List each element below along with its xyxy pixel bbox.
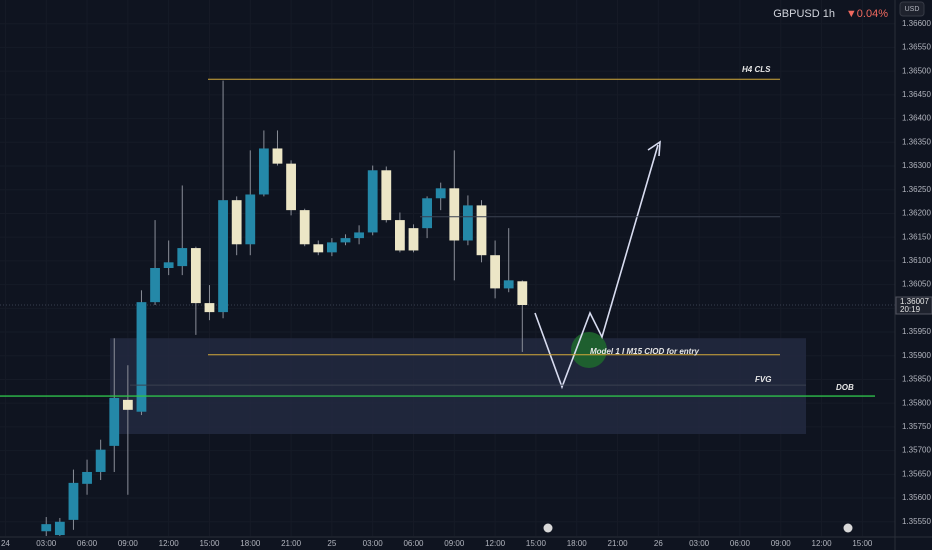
x-tick-label: 15:00 (526, 539, 547, 548)
candle-body (517, 281, 528, 305)
y-tick-label: 1.36350 (902, 137, 931, 146)
level-label: DOB (836, 383, 854, 392)
candle-body (258, 148, 269, 195)
y-tick-label: 1.36600 (902, 19, 931, 28)
candle-body (299, 210, 310, 245)
event-icon[interactable] (843, 523, 853, 533)
candle-body (272, 148, 283, 164)
x-tick-label: 12:00 (159, 539, 180, 548)
x-tick-label: 21:00 (281, 539, 302, 548)
candle-body (68, 482, 79, 520)
x-tick-label: 24 (1, 539, 10, 548)
y-tick-label: 1.35750 (902, 422, 931, 431)
candle-body (204, 303, 215, 313)
candle-body (435, 188, 446, 199)
candle-body (122, 399, 133, 410)
candle-body (136, 302, 147, 412)
candle-body (286, 163, 296, 211)
candle-body (190, 248, 201, 304)
candle-body (490, 255, 501, 289)
candle-body (177, 248, 188, 267)
candle-body (109, 397, 120, 446)
x-tick-label: 26 (654, 539, 663, 548)
y-tick-label: 1.36150 (902, 232, 931, 241)
y-tick-label: 1.36200 (902, 209, 931, 218)
candle-body (340, 238, 351, 243)
y-tick-label: 1.35550 (902, 517, 931, 526)
y-tick-label: 1.36050 (902, 280, 931, 289)
currency[interactable]: USD (905, 6, 920, 13)
candle-body (381, 170, 392, 221)
level-label: Model 1 I M15 CIOD for entry (590, 347, 699, 356)
y-tick-label: 1.35850 (902, 375, 931, 384)
candle-body (463, 205, 473, 241)
candle-body (408, 228, 419, 251)
fvg-zone (110, 338, 806, 435)
x-tick-label: 18:00 (240, 539, 261, 548)
y-tick-label: 1.36500 (902, 66, 931, 75)
y-tick-label: 1.35600 (902, 493, 931, 502)
x-tick-label: 09:00 (771, 539, 792, 548)
y-tick-label: 1.35650 (902, 469, 931, 478)
event-icon[interactable] (543, 523, 553, 533)
x-tick-label: 15:00 (852, 539, 873, 548)
x-tick-label: 06:00 (403, 539, 424, 548)
currency-box[interactable] (899, 1, 925, 17)
y-tick-label: 1.36400 (902, 114, 931, 123)
level-label: H4 CLS (742, 65, 771, 74)
candle-body (503, 280, 514, 289)
x-tick-label: 25 (327, 539, 336, 548)
candle-body (394, 220, 405, 251)
candle-body (326, 242, 337, 253)
candle-body (449, 188, 460, 241)
x-tick-label: 18:00 (567, 539, 588, 548)
candle-body (313, 244, 324, 253)
candle-body (41, 524, 52, 532)
candle-body (95, 449, 106, 472)
candle-body (245, 194, 256, 245)
x-tick-label: 03:00 (689, 539, 710, 548)
x-tick-label: 12:00 (812, 539, 833, 548)
candle-body (422, 198, 432, 229)
candle-body (354, 232, 364, 239)
y-tick-label: 1.35800 (902, 398, 931, 407)
change: ▼0.04% (846, 8, 888, 20)
projection-arrowhead (647, 140, 661, 157)
projection-path (534, 144, 659, 390)
candle-body (476, 205, 487, 256)
x-tick-label: 03:00 (36, 539, 57, 548)
countdown: 20:19 (900, 305, 921, 314)
candle-body (150, 268, 160, 303)
candle-body (82, 471, 92, 484)
y-tick-label: 1.35700 (902, 446, 931, 455)
y-tick-label: 1.36300 (902, 161, 931, 170)
price-tag (895, 296, 932, 315)
candle-body (367, 170, 378, 233)
y-tick-label: 1.36550 (902, 43, 931, 52)
x-tick-label: 09:00 (118, 539, 139, 548)
x-tick-label: 09:00 (444, 539, 465, 548)
x-tick-label: 03:00 (363, 539, 384, 548)
symbol: GBPUSD 1h (773, 8, 835, 20)
candle-body (54, 521, 65, 536)
y-tick-label: 1.36450 (902, 90, 931, 99)
candle-body (163, 262, 174, 268)
x-tick-label: 21:00 (608, 539, 629, 548)
y-tick-label: 1.35900 (902, 351, 931, 360)
x-tick-label: 12:00 (485, 539, 506, 548)
level-label: FVG (755, 375, 771, 384)
x-tick-label: 06:00 (730, 539, 751, 548)
candle-body (231, 200, 242, 245)
x-tick-label: 15:00 (199, 539, 220, 548)
y-tick-label: 1.36250 (902, 185, 931, 194)
y-tick-label: 1.35950 (902, 327, 931, 336)
current-price-label: 1.36007 (900, 297, 929, 306)
candle-body (218, 200, 228, 313)
y-tick-label: 1.36100 (902, 256, 931, 265)
x-tick-label: 06:00 (77, 539, 98, 548)
